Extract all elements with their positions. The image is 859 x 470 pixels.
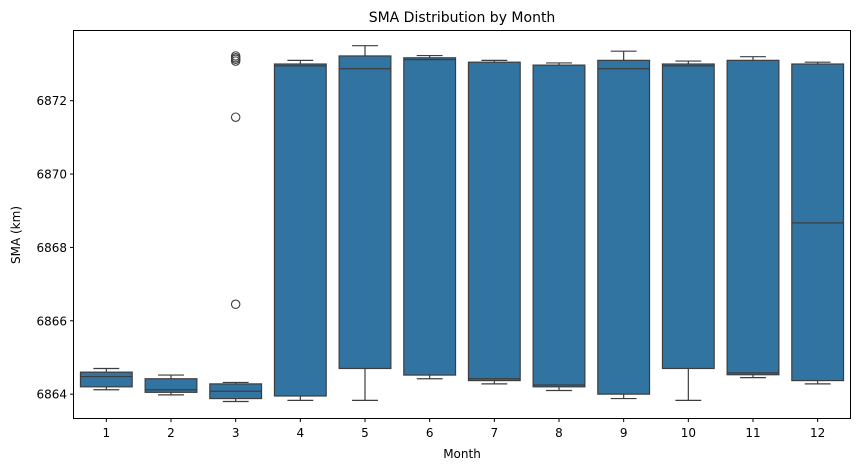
- box: [144, 378, 198, 393]
- box: [338, 55, 392, 370]
- box: [597, 59, 651, 395]
- x-tick-label: 7: [491, 426, 499, 440]
- box: [79, 371, 133, 388]
- y-axis-label: SMA (km): [9, 206, 23, 264]
- box: [403, 57, 457, 376]
- box: [467, 61, 521, 382]
- x-tick-label: 3: [232, 426, 240, 440]
- outlier-point: [230, 51, 241, 61]
- outlier-point: [230, 112, 241, 122]
- plot-frame: [73, 30, 851, 419]
- x-tick-label: 10: [681, 426, 696, 440]
- box: [726, 59, 780, 376]
- box: [532, 64, 586, 388]
- x-tick-label: 2: [167, 426, 175, 440]
- y-tick-label: 6864: [36, 388, 67, 402]
- x-tick-label: 4: [297, 426, 305, 440]
- x-tick-label: 9: [620, 426, 628, 440]
- y-tick-label: 6868: [36, 241, 67, 255]
- y-tick-label: 6870: [36, 168, 67, 182]
- x-axis-label: Month: [443, 447, 481, 461]
- y-tick-label: 6872: [36, 94, 67, 108]
- box: [661, 63, 715, 370]
- y-tick-label: 6866: [36, 314, 67, 328]
- x-tick-label: 11: [745, 426, 760, 440]
- x-tick-label: 5: [361, 426, 369, 440]
- x-tick-label: 1: [103, 426, 111, 440]
- outlier-point: [230, 299, 241, 310]
- x-tick-label: 12: [810, 426, 825, 440]
- x-tick-label: 6: [426, 426, 434, 440]
- chart-title: SMA Distribution by Month: [369, 10, 556, 26]
- box: [273, 63, 327, 397]
- x-tick-label: 8: [555, 426, 563, 440]
